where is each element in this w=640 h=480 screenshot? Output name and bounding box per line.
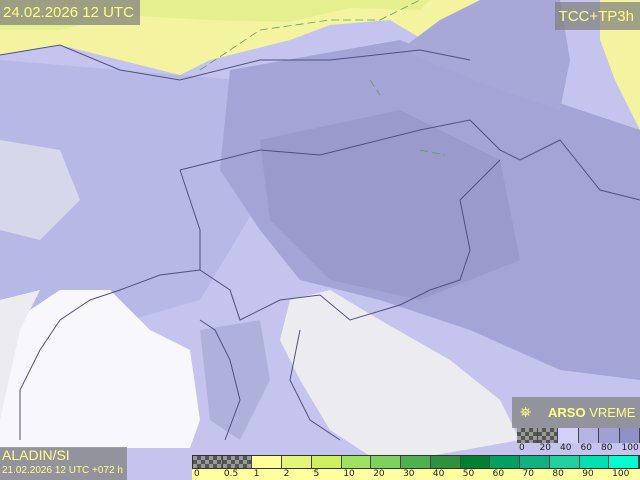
cloud-cover-legend-labels: 0 20 40 60 80 100	[517, 443, 640, 455]
legend-swatch	[430, 456, 461, 468]
legend-label: 70	[522, 469, 534, 479]
legend-label: 1	[253, 469, 260, 479]
cloud-cover-legend	[517, 428, 640, 443]
legend-label: 60	[580, 443, 592, 453]
legend-swatch	[371, 456, 402, 468]
model-run: 21.02.2026 12 UTC +072 h	[2, 465, 123, 476]
precipitation-legend-labels: 0 0.5 1 2 5 10 20 30 40 50 60 70 80 90 100	[192, 469, 640, 480]
brand-light: VREME	[589, 405, 636, 420]
legend-swatch	[401, 456, 431, 468]
legend-swatch	[599, 428, 620, 443]
legend-swatch	[537, 428, 558, 443]
legend-swatch	[520, 456, 550, 468]
legend-label: 40	[560, 443, 572, 453]
legend-swatch	[282, 456, 312, 468]
legend-label: 80	[601, 443, 613, 453]
legend-label: 50	[462, 469, 475, 479]
legend-swatch	[341, 456, 372, 468]
legend-label: 100	[621, 443, 639, 453]
legend-swatch	[558, 428, 579, 443]
brand-bold: ARSO	[548, 405, 586, 420]
legend-label: 0	[194, 469, 200, 479]
legend-swatch	[252, 456, 283, 468]
legend-label: 20	[539, 443, 551, 453]
valid-time-label: 24.02.2026 12 UTC	[0, 0, 140, 25]
precipitation-legend	[192, 455, 640, 469]
legend-label: 0	[519, 443, 525, 453]
satellite-dish-icon: ⛯	[520, 404, 532, 420]
legend-label: 30	[403, 469, 415, 479]
legend-swatch	[549, 456, 580, 468]
legend-swatch	[517, 428, 538, 443]
legend-label: 60	[492, 469, 505, 479]
legend-label: 80	[552, 469, 564, 479]
legend-label: 0.5	[223, 469, 239, 479]
legend-label: 5	[313, 469, 320, 479]
legend-swatch	[222, 456, 253, 468]
legend-swatch	[193, 456, 223, 468]
legend-label: 20	[373, 469, 385, 479]
legend-swatch	[619, 428, 640, 443]
legend-label: 100	[612, 469, 630, 479]
legend-label: 10	[343, 469, 355, 479]
legend-label: 2	[283, 469, 290, 479]
legend-swatch	[609, 456, 640, 468]
legend-label: 40	[432, 469, 445, 479]
legend-swatch	[311, 456, 342, 468]
legend-swatch	[460, 456, 491, 468]
model-name: ALADIN/SI	[2, 447, 70, 463]
model-label: ALADIN/SI 21.02.2026 12 UTC +072 h	[0, 447, 127, 480]
legend-label: 90	[582, 469, 594, 479]
legend-swatch	[490, 456, 521, 468]
legend-swatch	[578, 428, 599, 443]
legend-swatch	[579, 456, 610, 468]
product-label: TCC+TP3h	[554, 2, 640, 30]
arso-vreme-logo: ⛯ ARSO VREME	[512, 397, 640, 428]
